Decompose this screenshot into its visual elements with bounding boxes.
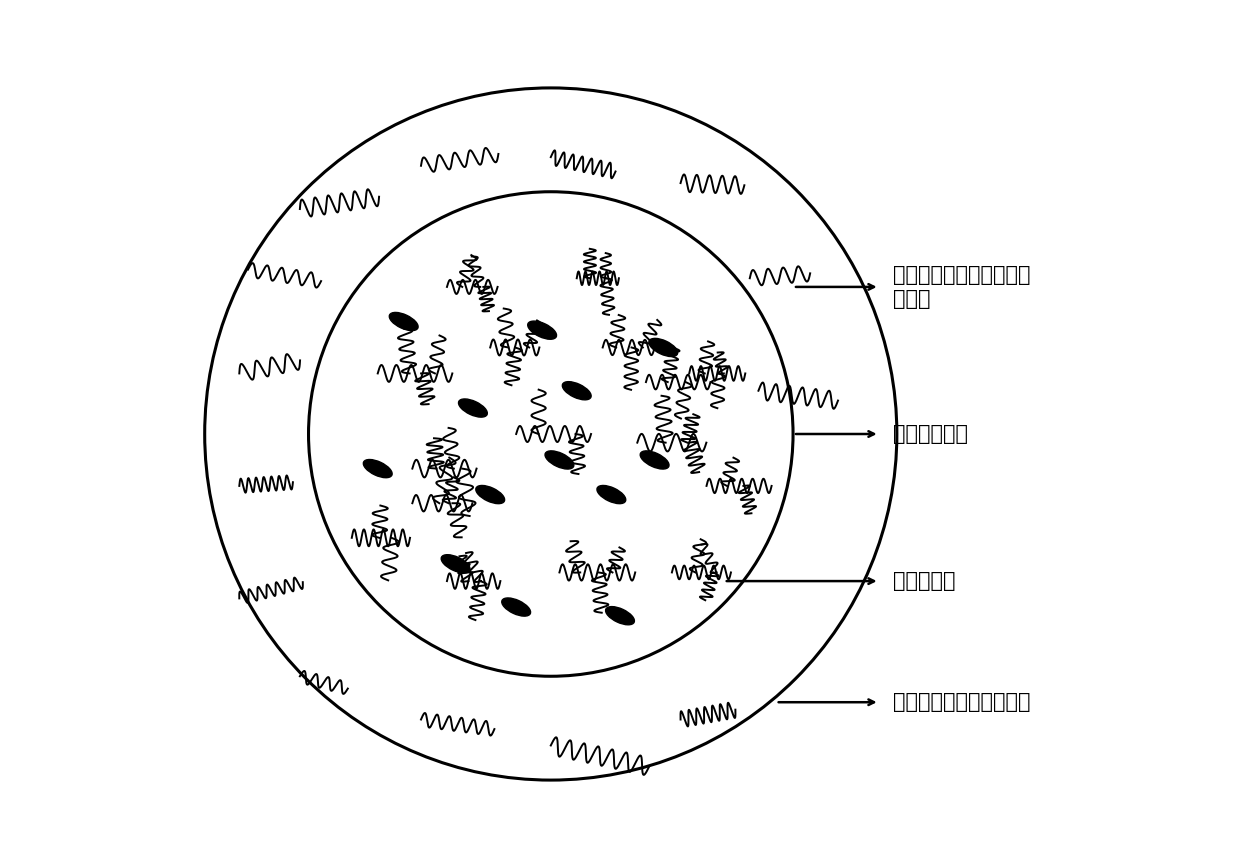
Text: 海藻酸馒凝胶: 海藻酸馒凝胶 <box>893 424 967 444</box>
Ellipse shape <box>528 321 557 339</box>
Ellipse shape <box>389 312 418 331</box>
Ellipse shape <box>605 607 635 625</box>
Ellipse shape <box>546 450 574 469</box>
Ellipse shape <box>562 382 591 400</box>
Ellipse shape <box>459 399 487 418</box>
Ellipse shape <box>502 598 531 616</box>
Text: 白腐菌孢子: 白腐菌孢子 <box>893 571 955 591</box>
Ellipse shape <box>640 450 670 469</box>
Ellipse shape <box>649 339 678 357</box>
Ellipse shape <box>596 485 626 503</box>
Text: 白腐菌胞外酶交联聚集体: 白腐菌胞外酶交联聚集体 <box>893 692 1030 713</box>
Ellipse shape <box>441 555 470 573</box>
Ellipse shape <box>363 459 392 477</box>
Text: 氯化馒－羚甲基纤维素钓
水溶液: 氯化馒－羚甲基纤维素钓 水溶液 <box>893 266 1030 308</box>
Ellipse shape <box>476 485 505 503</box>
